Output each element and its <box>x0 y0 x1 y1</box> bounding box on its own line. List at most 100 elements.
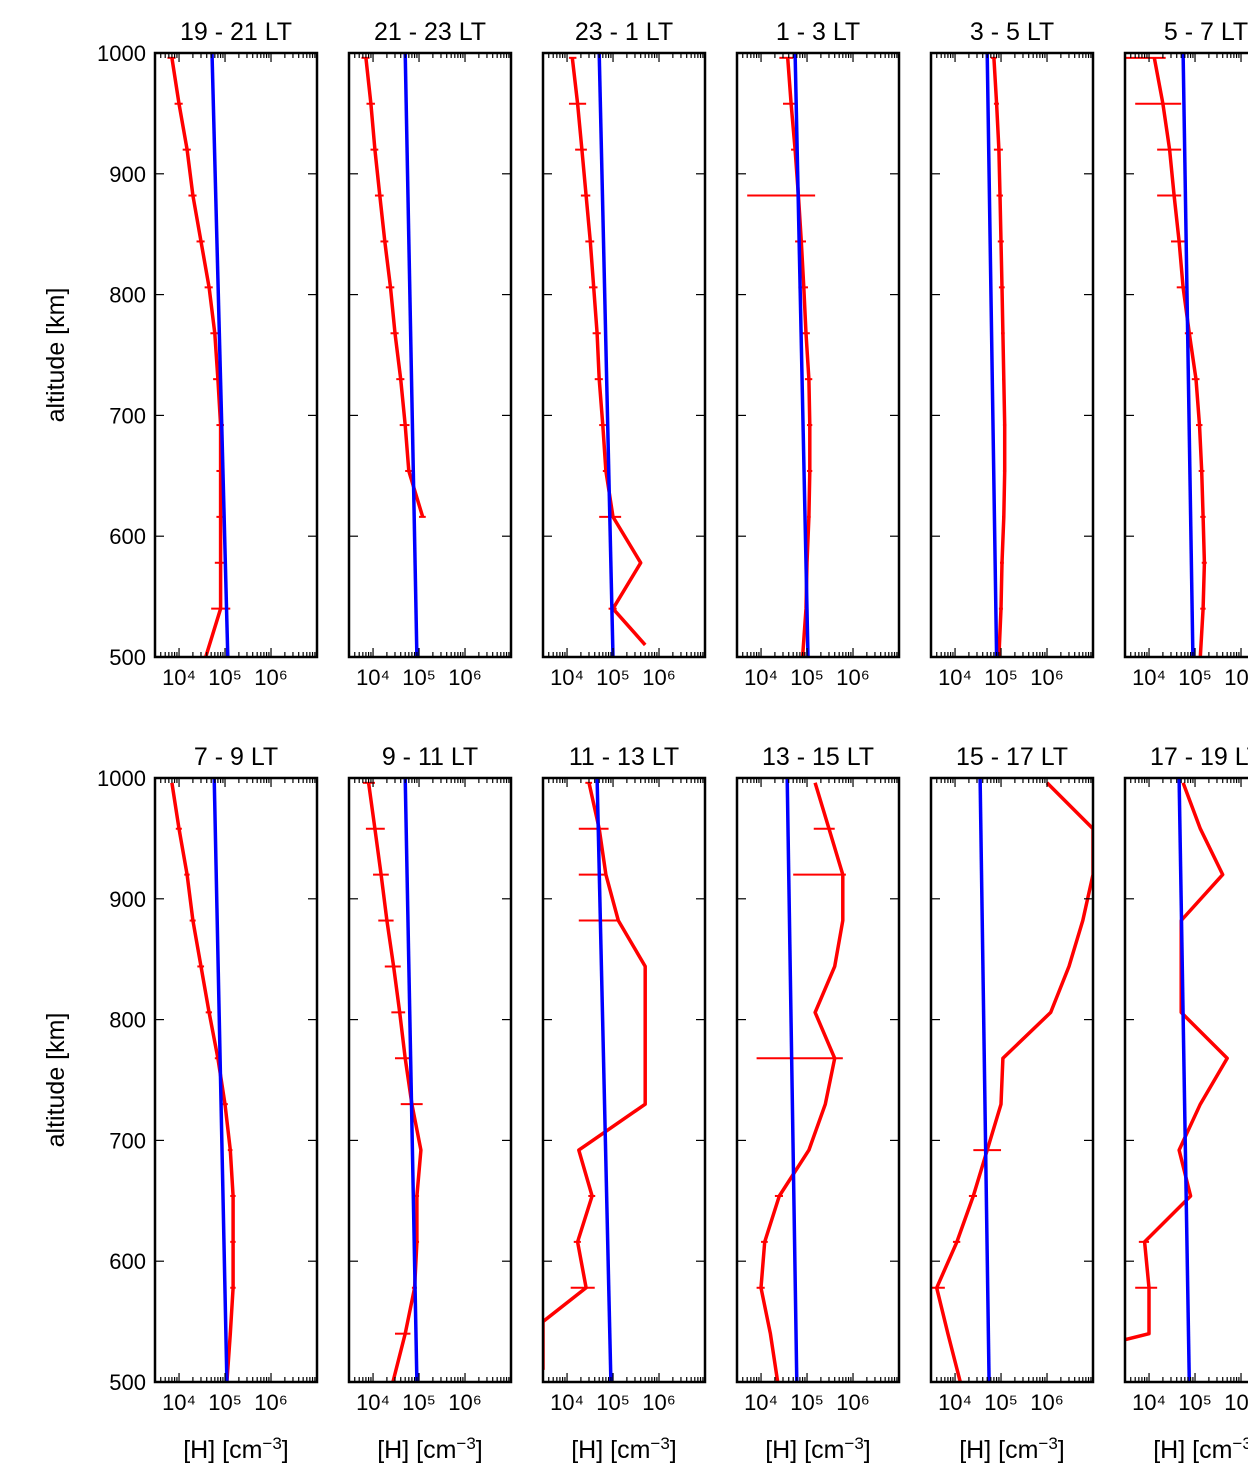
x-tick-label: 10⁴ <box>744 665 778 690</box>
x-axis-label: [H] [cm−3] <box>765 1434 871 1465</box>
observed-line <box>570 57 647 647</box>
observed-line <box>1152 57 1207 657</box>
x-tick-label: 10⁵ <box>402 665 436 690</box>
model-line <box>212 778 229 1382</box>
x-tick-label: 10⁵ <box>790 1390 824 1415</box>
panel-frame <box>153 776 319 1384</box>
panel-title: 13 - 15 LT <box>762 743 874 771</box>
plot-area <box>170 778 236 1382</box>
x-tick-label: 10⁶ <box>448 1390 482 1415</box>
x-tick-label: 10⁴ <box>550 1390 584 1415</box>
x-axis-label-base: [H] [cm <box>571 1436 650 1464</box>
panel-title: 1 - 3 LT <box>776 18 860 46</box>
panel-8: 11 - 13 LT 10⁴ 10⁵ 10⁶ [H] [cm−3] <box>541 743 707 1465</box>
x-axis-label-exponent: −3 <box>650 1434 669 1453</box>
x-tick-label: 10⁴ <box>162 1390 196 1415</box>
model-line <box>1177 778 1192 1382</box>
model-line <box>403 778 419 1382</box>
model-line <box>210 53 230 657</box>
panel-frame <box>541 776 707 1384</box>
x-tick-label: 10⁴ <box>1132 665 1166 690</box>
panel-frame <box>929 776 1095 1384</box>
plot-area <box>756 778 846 1382</box>
y-tick-label: 500 <box>109 1370 146 1395</box>
x-tick-label: 10⁶ <box>1224 1390 1248 1415</box>
y-tick-label: 900 <box>109 887 146 912</box>
plot-area <box>543 778 647 1382</box>
x-tick-label: 10⁴ <box>356 1390 390 1415</box>
plot-area <box>1125 778 1229 1382</box>
plot-area <box>155 53 231 657</box>
panel-title: 23 - 1 LT <box>575 18 673 46</box>
model-line <box>785 778 799 1382</box>
x-tick-label: 10⁵ <box>208 665 242 690</box>
panel-frame <box>735 776 901 1384</box>
x-tick-label: 10⁴ <box>550 665 584 690</box>
x-axis-label-base: [H] [cm <box>377 1436 456 1464</box>
model-line <box>985 53 999 657</box>
x-tick-label: 10⁵ <box>984 665 1018 690</box>
x-tick-label: 10⁵ <box>596 665 630 690</box>
panel-frame <box>735 51 901 659</box>
x-axis-label: [H] [cm−3] <box>571 1434 677 1465</box>
plot-area <box>985 53 1007 657</box>
plot-area <box>1125 53 1207 657</box>
panels-group: 19 - 21 LT 10⁴ 10⁵ 10⁶ 500 600 700 800 900 1000 21… <box>97 18 1248 1464</box>
x-axis-label-exponent: −3 <box>1232 1434 1248 1453</box>
x-axis-label-exponent: −3 <box>1038 1434 1057 1453</box>
x-tick-label: 10⁶ <box>642 665 676 690</box>
panel-0: 19 - 21 LT 10⁴ 10⁵ 10⁶ 500 600 700 800 900 1000 <box>97 18 319 690</box>
panel-1: 21 - 23 LT 10⁴ 10⁵ 10⁶ <box>347 18 513 690</box>
y-tick-label: 600 <box>109 524 146 549</box>
x-tick-label: 10⁶ <box>448 665 482 690</box>
x-tick-label: 10⁵ <box>790 665 824 690</box>
panel-2: 23 - 1 LT 10⁴ 10⁵ 10⁶ <box>541 18 707 690</box>
panel-3: 1 - 3 LT 10⁴ 10⁵ 10⁶ <box>735 18 901 690</box>
model-line <box>1181 53 1195 657</box>
x-axis-label-close: ] <box>282 1436 289 1464</box>
panel-frame <box>153 51 319 659</box>
panel-11: 17 - 19 LT 10⁴ 10⁵ 10⁶ [H] [cm−3] <box>1123 743 1248 1464</box>
observed-line <box>543 782 647 1370</box>
y-tick-label: 800 <box>109 1008 146 1033</box>
plot-area <box>362 778 423 1382</box>
y-tick-label: 1000 <box>97 766 146 791</box>
x-tick-label: 10⁶ <box>1030 665 1064 690</box>
panel-title: 7 - 9 LT <box>194 743 278 771</box>
x-tick-label: 10⁵ <box>984 1390 1018 1415</box>
x-axis-label-base: [H] [cm <box>183 1436 262 1464</box>
x-tick-label: 10⁴ <box>744 1390 778 1415</box>
observed-line <box>992 57 1007 657</box>
x-tick-label: 10⁴ <box>356 665 390 690</box>
observed-line <box>934 781 1093 1382</box>
observed-line <box>366 782 423 1382</box>
x-tick-label: 10⁵ <box>402 1390 436 1415</box>
y-tick-label: 900 <box>109 162 146 187</box>
model-line <box>403 53 419 657</box>
x-tick-label: 10⁶ <box>836 665 870 690</box>
x-tick-label: 10⁶ <box>254 665 288 690</box>
panel-title: 21 - 23 LT <box>374 18 486 46</box>
x-axis-label-exponent: −3 <box>262 1434 281 1453</box>
x-axis-label-close: ] <box>476 1436 483 1464</box>
x-axis-label-close: ] <box>1058 1436 1065 1464</box>
panel-frame <box>347 51 513 659</box>
x-tick-label: 10⁶ <box>836 1390 870 1415</box>
plot-area <box>361 53 426 657</box>
plot-area <box>931 778 1093 1382</box>
panel-10: 15 - 17 LT 10⁴ 10⁵ 10⁶ [H] [cm−3] <box>929 743 1095 1464</box>
observed-line <box>1125 782 1229 1342</box>
x-tick-label: 10⁵ <box>596 1390 630 1415</box>
plot-area <box>568 53 647 657</box>
panel-title: 19 - 21 LT <box>180 18 292 46</box>
panel-frame <box>929 51 1095 659</box>
x-axis-label-base: [H] [cm <box>1153 1436 1232 1464</box>
y-axis-label-top: altitude [km] <box>42 288 70 423</box>
x-tick-label: 10⁴ <box>938 665 972 690</box>
panel-title: 15 - 17 LT <box>956 743 1068 771</box>
x-tick-label: 10⁴ <box>938 1390 972 1415</box>
y-tick-label: 800 <box>109 283 146 308</box>
y-axis-label-bottom: altitude [km] <box>42 1013 70 1148</box>
x-tick-label: 10⁴ <box>162 665 196 690</box>
